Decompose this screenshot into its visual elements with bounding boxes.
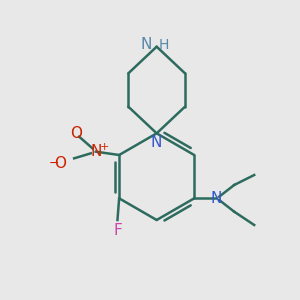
Text: N: N: [140, 38, 152, 52]
Text: N: N: [151, 135, 162, 150]
Text: N: N: [90, 144, 101, 159]
Text: H: H: [158, 38, 169, 52]
Text: F: F: [113, 223, 122, 238]
Text: O: O: [54, 156, 66, 171]
Text: N: N: [210, 191, 221, 206]
Text: O: O: [70, 126, 82, 141]
Text: −: −: [49, 157, 59, 170]
Text: +: +: [100, 142, 109, 152]
